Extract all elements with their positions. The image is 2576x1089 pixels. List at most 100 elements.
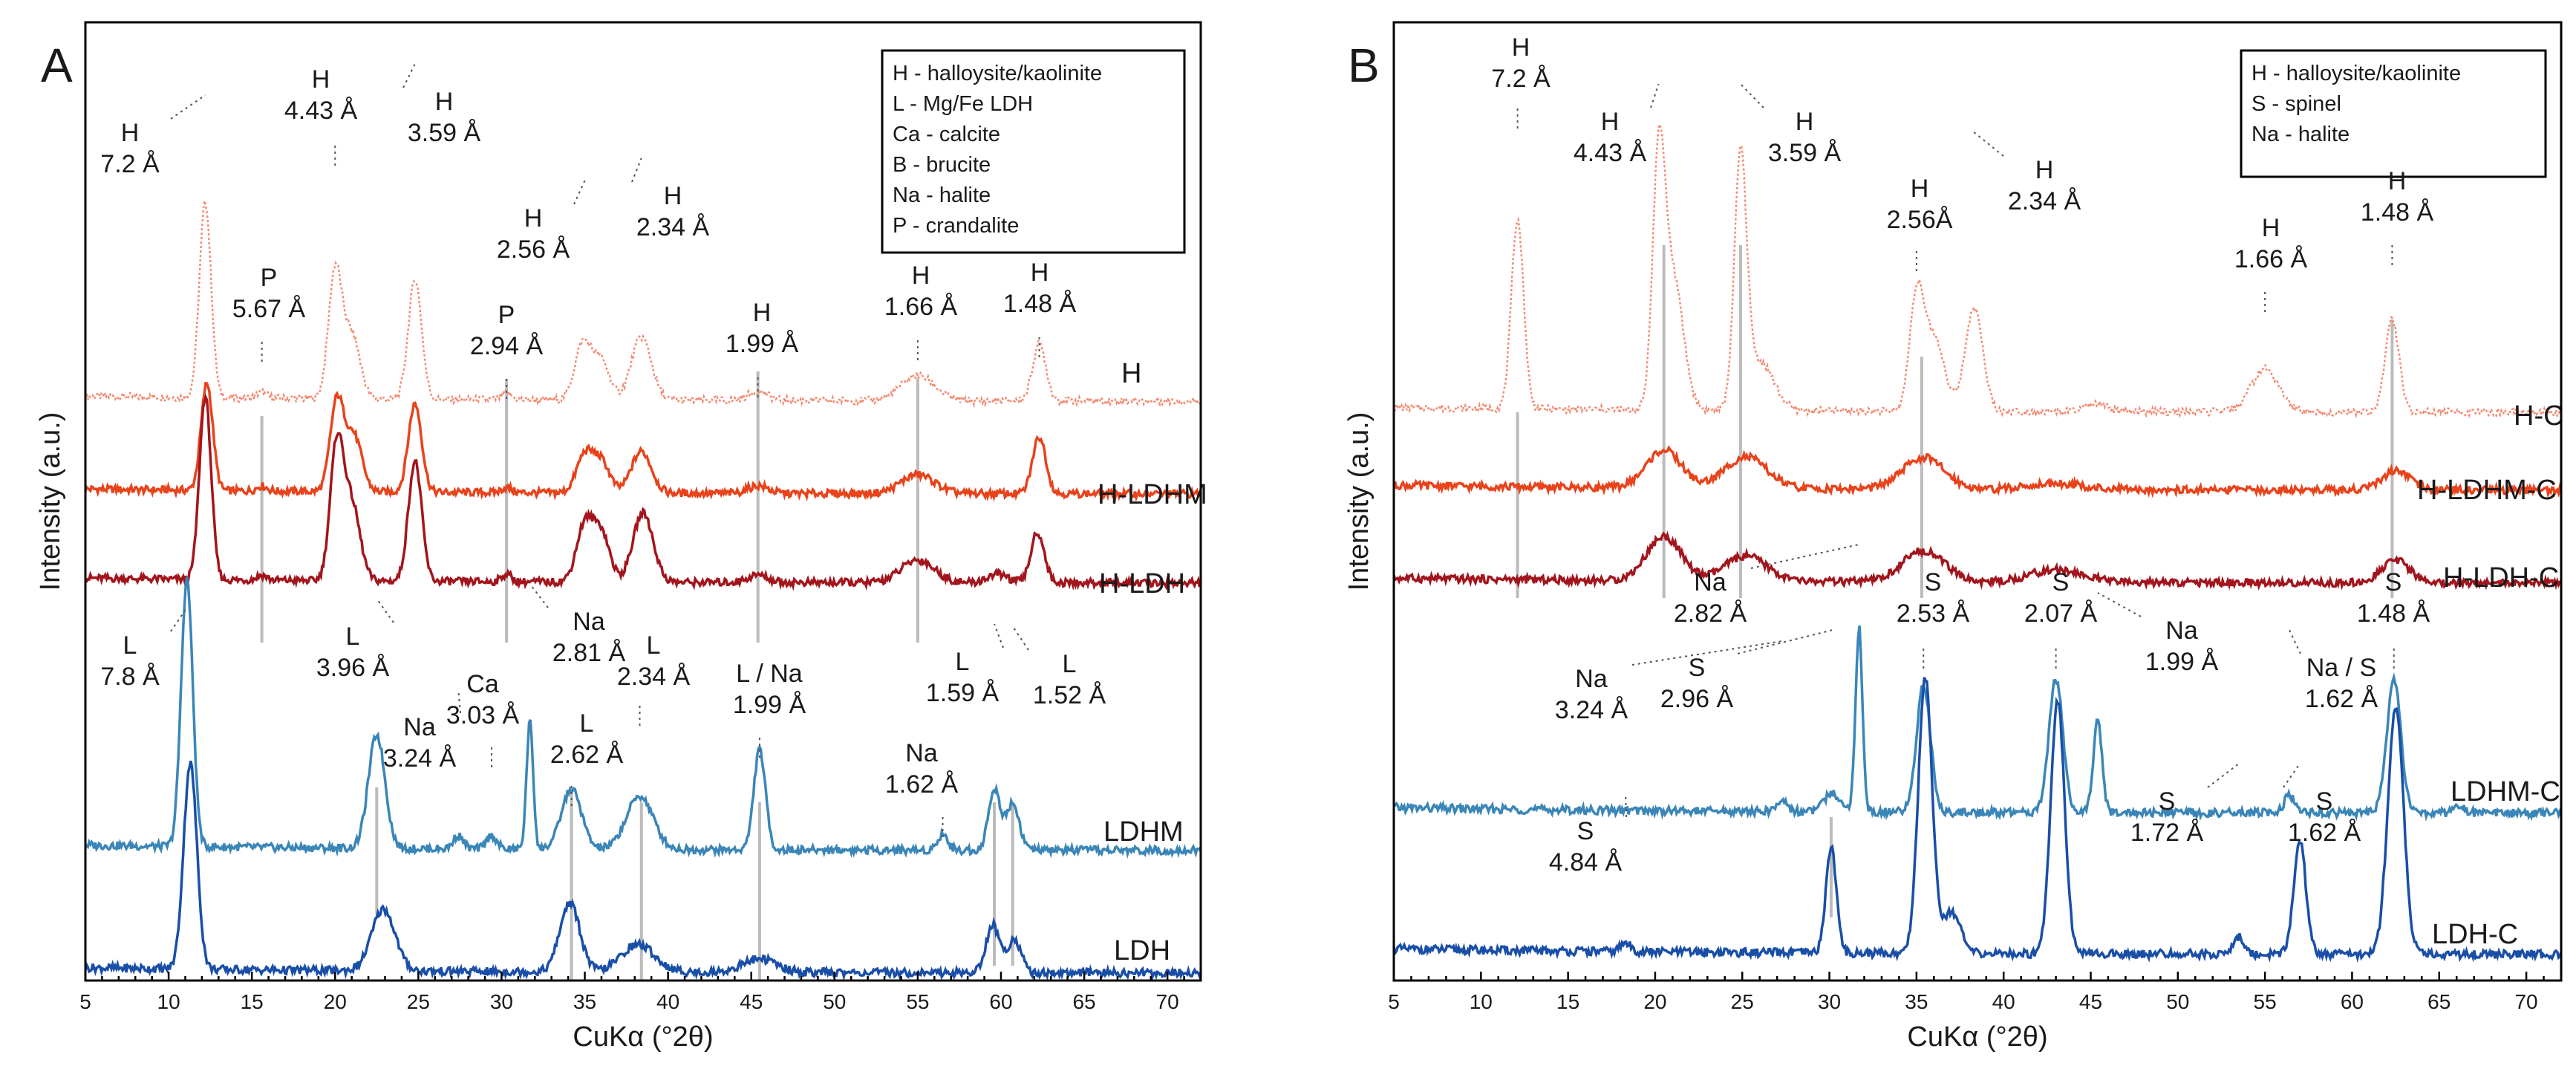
annotation-leader [1737,629,1833,654]
series-H-LDH-C-trace [1392,530,2562,591]
annotation-d-spacing: 5.67 Å [232,295,306,323]
series-H-LDH-trace [85,393,1202,591]
annotation-phase: L [956,648,970,676]
panel-A: A H H-LDHM H-LDH LDHM LDH 5 10 15 20 25 30 35 40 45 50 5… [35,21,1207,1053]
annotation-d-spacing: 1.48 Å [2357,599,2430,628]
annotation-phase: Na [403,713,436,741]
x-tick-label: 15 [241,990,264,1013]
peak-annotation: S 1.72 Å [2130,763,2240,847]
peak-annotation: H 1.66 Å [884,261,958,361]
annotation-leader [631,157,642,183]
series-label: H [1121,358,1141,389]
legend-entry: H - halloysite/kaolinite [893,62,1102,85]
legend: H - halloysite/kaolinite S - spinel Na - h… [2240,49,2547,178]
annotation-d-spacing: 7.8 Å [100,663,160,691]
annotation-phase: H [2262,214,2280,242]
series-label: LDH-C [2432,919,2518,950]
legend-entry: Ca - calcite [893,123,1000,146]
x-tick-label: 55 [2254,990,2277,1013]
series-H-LDHM-C-trace [1392,445,2563,499]
x-axis-label: CuKα (°2θ) [573,1021,713,1053]
annotation-phase: Na [573,608,605,636]
x-tick-label: 65 [1072,990,1095,1013]
legend-entry: B - brucite [893,153,991,177]
annotation-phase: H [753,299,772,327]
annotation-d-spacing: 2.56Å [1887,206,1953,234]
annotation-d-spacing: 1.99 Å [2145,648,2219,676]
x-tick-label: 55 [906,990,929,1013]
annotation-phase: H [1512,33,1530,62]
peak-annotation: Na 2.81 Å [529,583,626,667]
x-tick-label: 25 [1731,990,1754,1013]
annotation-phase: S [2385,568,2402,596]
annotation-d-spacing: 1.66 Å [884,293,958,321]
annotation-leader [2289,629,2301,654]
peak-annotation: H 1.99 Å [725,299,798,398]
x-tick-label: 60 [2341,990,2364,1013]
annotation-d-spacing: 1.48 Å [1003,290,1077,318]
annotation-phase: L [647,631,661,660]
peak-annotation: H 4.43 Å [1574,83,1660,167]
x-tick-label: 50 [2166,990,2189,1013]
annotation-leader [529,583,549,608]
x-tick-label: 10 [157,990,180,1013]
peak-annotation: Na 3.24 Å [1555,640,1783,724]
annotation-phase: L / Na [736,660,803,688]
peak-annotation: S 1.48 Å [2357,568,2430,669]
peak-annotation: Na 2.82 Å [1674,544,1859,628]
peak-annotation: S 2.53 Å [1897,568,1969,669]
annotation-leader [2283,763,2301,788]
annotation-phase: H [312,65,330,94]
annotation-phase: Na [2165,617,2198,645]
annotation-leader [1740,83,1764,108]
x-tick-label: 40 [656,990,679,1013]
annotation-leader [1973,131,2004,157]
annotation-phase: Na / S [2306,654,2376,682]
annotation-d-spacing: 1.48 Å [2361,198,2434,227]
annotation-leader [2097,592,2142,617]
x-tick-label: 35 [573,990,596,1013]
annotation-phase: S [1689,654,1706,682]
annotation-d-spacing: 1.62 Å [885,770,959,799]
x-tick-label: 25 [407,990,430,1013]
peak-annotation: L 7.8 Å [100,607,188,691]
x-tick-label: 15 [1556,990,1579,1013]
annotation-d-spacing: 7.2 Å [1491,65,1551,93]
series-label: H-LDHM [1098,479,1207,510]
annotation-leader [170,94,206,120]
annotation-leader [170,607,188,632]
annotation-d-spacing: 1.59 Å [926,679,1000,707]
series-H-trace [84,201,1202,409]
annotation-phase: S [1925,568,1942,596]
annotation-phase: Na [1694,568,1726,596]
x-tick-label: 60 [989,990,1012,1013]
annotation-d-spacing: 1.66 Å [2234,245,2308,273]
annotation-d-spacing: 2.94 Å [470,332,544,360]
x-tick-label: 5 [79,990,91,1013]
annotation-d-spacing: 3.24 Å [1555,696,1628,724]
annotation-phase: H [1601,108,1620,136]
peak-annotation: H 2.34 Å [1973,131,2081,215]
series-label: LDHM [1103,816,1184,848]
panel-B: B H-C H-LDHM-C H-LDH-C LDHM-C LDH-C 5 10 15 20 25 3… [1343,21,2564,1053]
plot-frame [1392,21,2563,982]
peak-annotation: H 1.48 Å [1003,259,1077,358]
annotation-d-spacing: 1.72 Å [2130,819,2204,847]
annotation-phase: S [2052,568,2070,596]
peak-annotation: Na 3.24 Å [383,689,461,773]
annotation-d-spacing: 2.82 Å [1674,599,1747,628]
annotation-d-spacing: 3.03 Å [446,701,520,729]
peak-annotation: S 2.96 Å [1660,629,1833,713]
annotation-phase: Ca [466,670,499,698]
series-H-LDHM-trace [84,381,1202,502]
annotation-phase: Na [905,739,938,767]
legend-entry: S - spinel [2251,92,2341,116]
annotation-d-spacing: 2.81 Å [552,639,626,667]
annotation-phase: S [2316,787,2333,816]
annotation-phase: H [664,182,682,210]
x-tick-label: 20 [324,990,347,1013]
series-label: LDHM-C [2451,776,2560,807]
peak-annotation: S 2.07 Å [2024,568,2097,669]
series-H-C-trace [1393,120,2563,419]
x-tick-label: 20 [1643,990,1666,1013]
